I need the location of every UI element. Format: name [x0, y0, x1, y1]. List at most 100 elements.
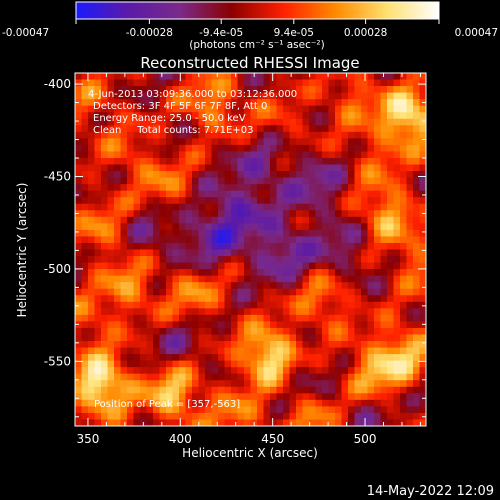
heatmap-cell [335, 282, 343, 290]
heatmap-cell [419, 138, 426, 146]
heatmap-cell [172, 92, 180, 100]
heatmap-cell [224, 131, 232, 139]
heatmap-cell [335, 164, 343, 172]
heatmap-cell [374, 144, 382, 153]
heatmap-cell [224, 367, 232, 375]
heatmap-cell [315, 125, 323, 133]
heatmap-cell [172, 367, 180, 375]
heatmap-cell [263, 236, 271, 244]
heatmap-cell [302, 282, 310, 290]
heatmap-cell [361, 216, 369, 224]
heatmap-cell [133, 295, 141, 303]
heatmap-cell [276, 321, 284, 329]
heatmap-cell [237, 157, 245, 166]
heatmap-cell [192, 242, 200, 251]
heatmap-cell [244, 105, 252, 113]
heatmap-cell [263, 138, 271, 146]
heatmap-cell [322, 380, 330, 388]
heatmap-cell [205, 73, 213, 81]
heatmap-cell [231, 105, 239, 113]
heatmap-cell [146, 236, 154, 244]
heatmap-cell [302, 190, 310, 198]
heatmap-cell [367, 399, 375, 407]
heatmap-cell [419, 308, 426, 316]
heatmap-cell [419, 223, 426, 231]
heatmap-cell [374, 341, 382, 349]
heatmap-cell [172, 164, 180, 172]
heatmap-cell [361, 92, 369, 100]
heatmap-cell [335, 412, 343, 421]
heatmap-cell [224, 86, 232, 94]
heatmap-cell [88, 256, 96, 264]
heatmap-cell [107, 203, 115, 211]
heatmap-cell [406, 386, 414, 394]
heatmap-cell [348, 105, 356, 113]
heatmap-cell [387, 262, 395, 270]
heatmap-cell [250, 262, 258, 270]
heatmap-cell [374, 321, 382, 329]
heatmap-cell [211, 288, 219, 296]
heatmap-cell [250, 177, 258, 185]
heatmap-cell [263, 295, 271, 303]
heatmap-cell [348, 73, 356, 81]
heatmap-cell [270, 99, 278, 107]
heatmap-cell [101, 118, 109, 126]
heatmap-cell [341, 144, 349, 153]
heatmap-cell [166, 138, 174, 146]
heatmap-cell [400, 144, 408, 153]
heatmap-cell [146, 386, 154, 394]
heatmap-cell [315, 406, 323, 414]
heatmap-cell [328, 164, 336, 172]
heatmap-cell [283, 288, 291, 296]
heatmap-cell [387, 301, 395, 309]
heatmap-cell [179, 256, 187, 264]
heatmap-cell [263, 229, 271, 238]
heatmap-cell [198, 92, 206, 100]
heatmap-cell [153, 275, 161, 283]
heatmap-cell [419, 236, 426, 244]
heatmap-cell [315, 184, 323, 192]
heatmap-cell [94, 295, 102, 303]
heatmap-cell [289, 288, 297, 296]
heatmap-cell [231, 171, 239, 179]
heatmap-cell [263, 144, 271, 153]
heatmap-cell [406, 380, 414, 388]
heatmap-cell [127, 406, 135, 414]
heatmap-cell [198, 262, 206, 270]
heatmap-cell [322, 86, 330, 94]
heatmap-cell [140, 393, 148, 401]
heatmap-cell [211, 125, 219, 133]
heatmap-cell [140, 223, 148, 231]
heatmap-cell [413, 275, 421, 283]
heatmap-cell [153, 105, 161, 113]
heatmap-cell [224, 399, 232, 407]
heatmap-cell [205, 295, 213, 303]
heatmap-cell [257, 171, 265, 179]
heatmap-cell [413, 157, 421, 166]
heatmap-cell [335, 99, 343, 107]
heatmap-cell [192, 282, 200, 290]
heatmap-cell [289, 269, 297, 277]
heatmap-cell [231, 275, 239, 283]
heatmap-cell [374, 399, 382, 407]
heatmap-cell [75, 275, 83, 283]
heatmap-cell [335, 144, 343, 153]
heatmap-cell [179, 157, 187, 166]
heatmap-cell [198, 138, 206, 146]
heatmap-cell [153, 419, 161, 426]
heatmap-cell [120, 229, 128, 238]
heatmap-cell [140, 334, 148, 342]
heatmap-cell [374, 190, 382, 198]
heatmap-cell [341, 236, 349, 244]
heatmap-cell [244, 360, 252, 368]
heatmap-cell [127, 295, 135, 303]
heatmap-cell [179, 216, 187, 224]
heatmap-cell [153, 249, 161, 257]
heatmap-cell [341, 118, 349, 126]
heatmap-cell [101, 367, 109, 375]
heatmap-cell [244, 92, 252, 100]
heatmap-cell [237, 99, 245, 107]
heatmap-cell [348, 269, 356, 277]
heatmap-cell [101, 354, 109, 362]
heatmap-cell [166, 112, 174, 120]
